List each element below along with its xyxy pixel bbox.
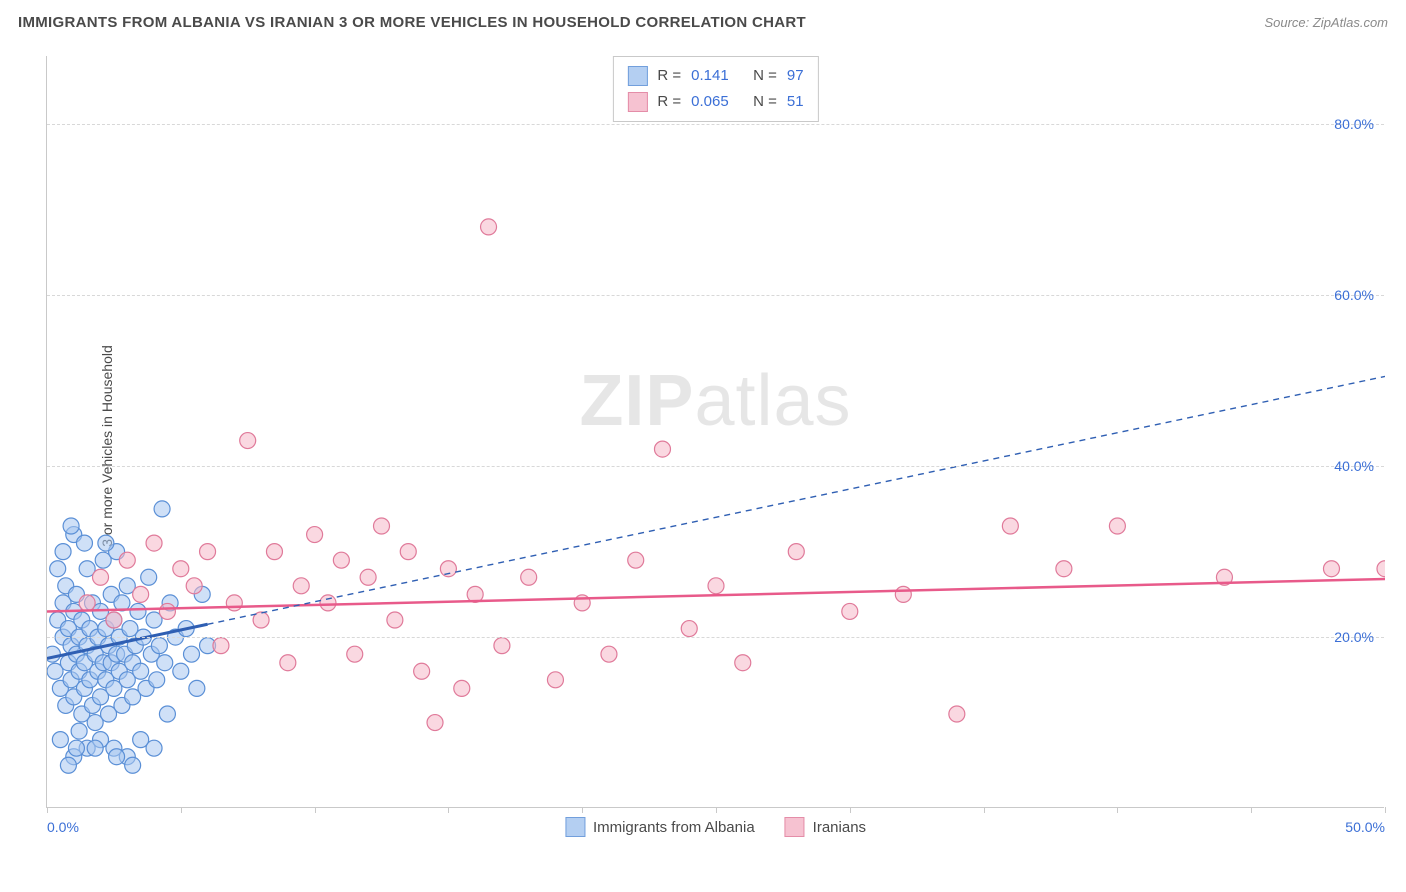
legend-item-albania: Immigrants from Albania (565, 817, 755, 837)
r-label: R = (657, 63, 681, 89)
gridline-h (47, 295, 1384, 296)
r-value: 0.065 (691, 89, 743, 115)
x-tick (1117, 807, 1118, 813)
swatch-albania (627, 66, 647, 86)
x-tick (315, 807, 316, 813)
x-tick (448, 807, 449, 813)
swatch-iranian (627, 92, 647, 112)
stats-legend: R = 0.141 N = 97 R = 0.065 N = 51 (612, 56, 818, 122)
gridline-h (47, 637, 1384, 638)
y-tick-label: 40.0% (1334, 458, 1374, 474)
legend-label: Iranians (813, 819, 866, 836)
source-text: Source: ZipAtlas.com (1264, 15, 1388, 30)
chart-title: IMMIGRANTS FROM ALBANIA VS IRANIAN 3 OR … (18, 14, 806, 31)
x-tick-label: 50.0% (1345, 819, 1385, 835)
n-value: 51 (787, 89, 804, 115)
x-tick (984, 807, 985, 813)
scatter-chart (47, 56, 1385, 808)
r-label: R = (657, 89, 681, 115)
x-tick (582, 807, 583, 813)
swatch-albania (565, 817, 585, 837)
gridline-h (47, 124, 1384, 125)
x-tick (850, 807, 851, 813)
x-tick (716, 807, 717, 813)
n-label: N = (753, 63, 777, 89)
x-tick (1385, 807, 1386, 813)
stats-row-albania: R = 0.141 N = 97 (627, 63, 803, 89)
x-tick (47, 807, 48, 813)
n-label: N = (753, 89, 777, 115)
y-tick-label: 60.0% (1334, 287, 1374, 303)
gridline-h (47, 466, 1384, 467)
r-value: 0.141 (691, 63, 743, 89)
stats-row-iranian: R = 0.065 N = 51 (627, 89, 803, 115)
y-tick-label: 80.0% (1334, 116, 1374, 132)
y-tick-label: 20.0% (1334, 629, 1374, 645)
swatch-iranian (785, 817, 805, 837)
legend-label: Immigrants from Albania (593, 819, 755, 836)
bottom-legend: Immigrants from Albania Iranians (565, 817, 866, 837)
legend-item-iranian: Iranians (785, 817, 866, 837)
x-tick-label: 0.0% (47, 819, 79, 835)
plot-area: ZIPatlas R = 0.141 N = 97 R = 0.065 N = … (46, 56, 1384, 808)
x-tick (1251, 807, 1252, 813)
n-value: 97 (787, 63, 804, 89)
x-tick (181, 807, 182, 813)
